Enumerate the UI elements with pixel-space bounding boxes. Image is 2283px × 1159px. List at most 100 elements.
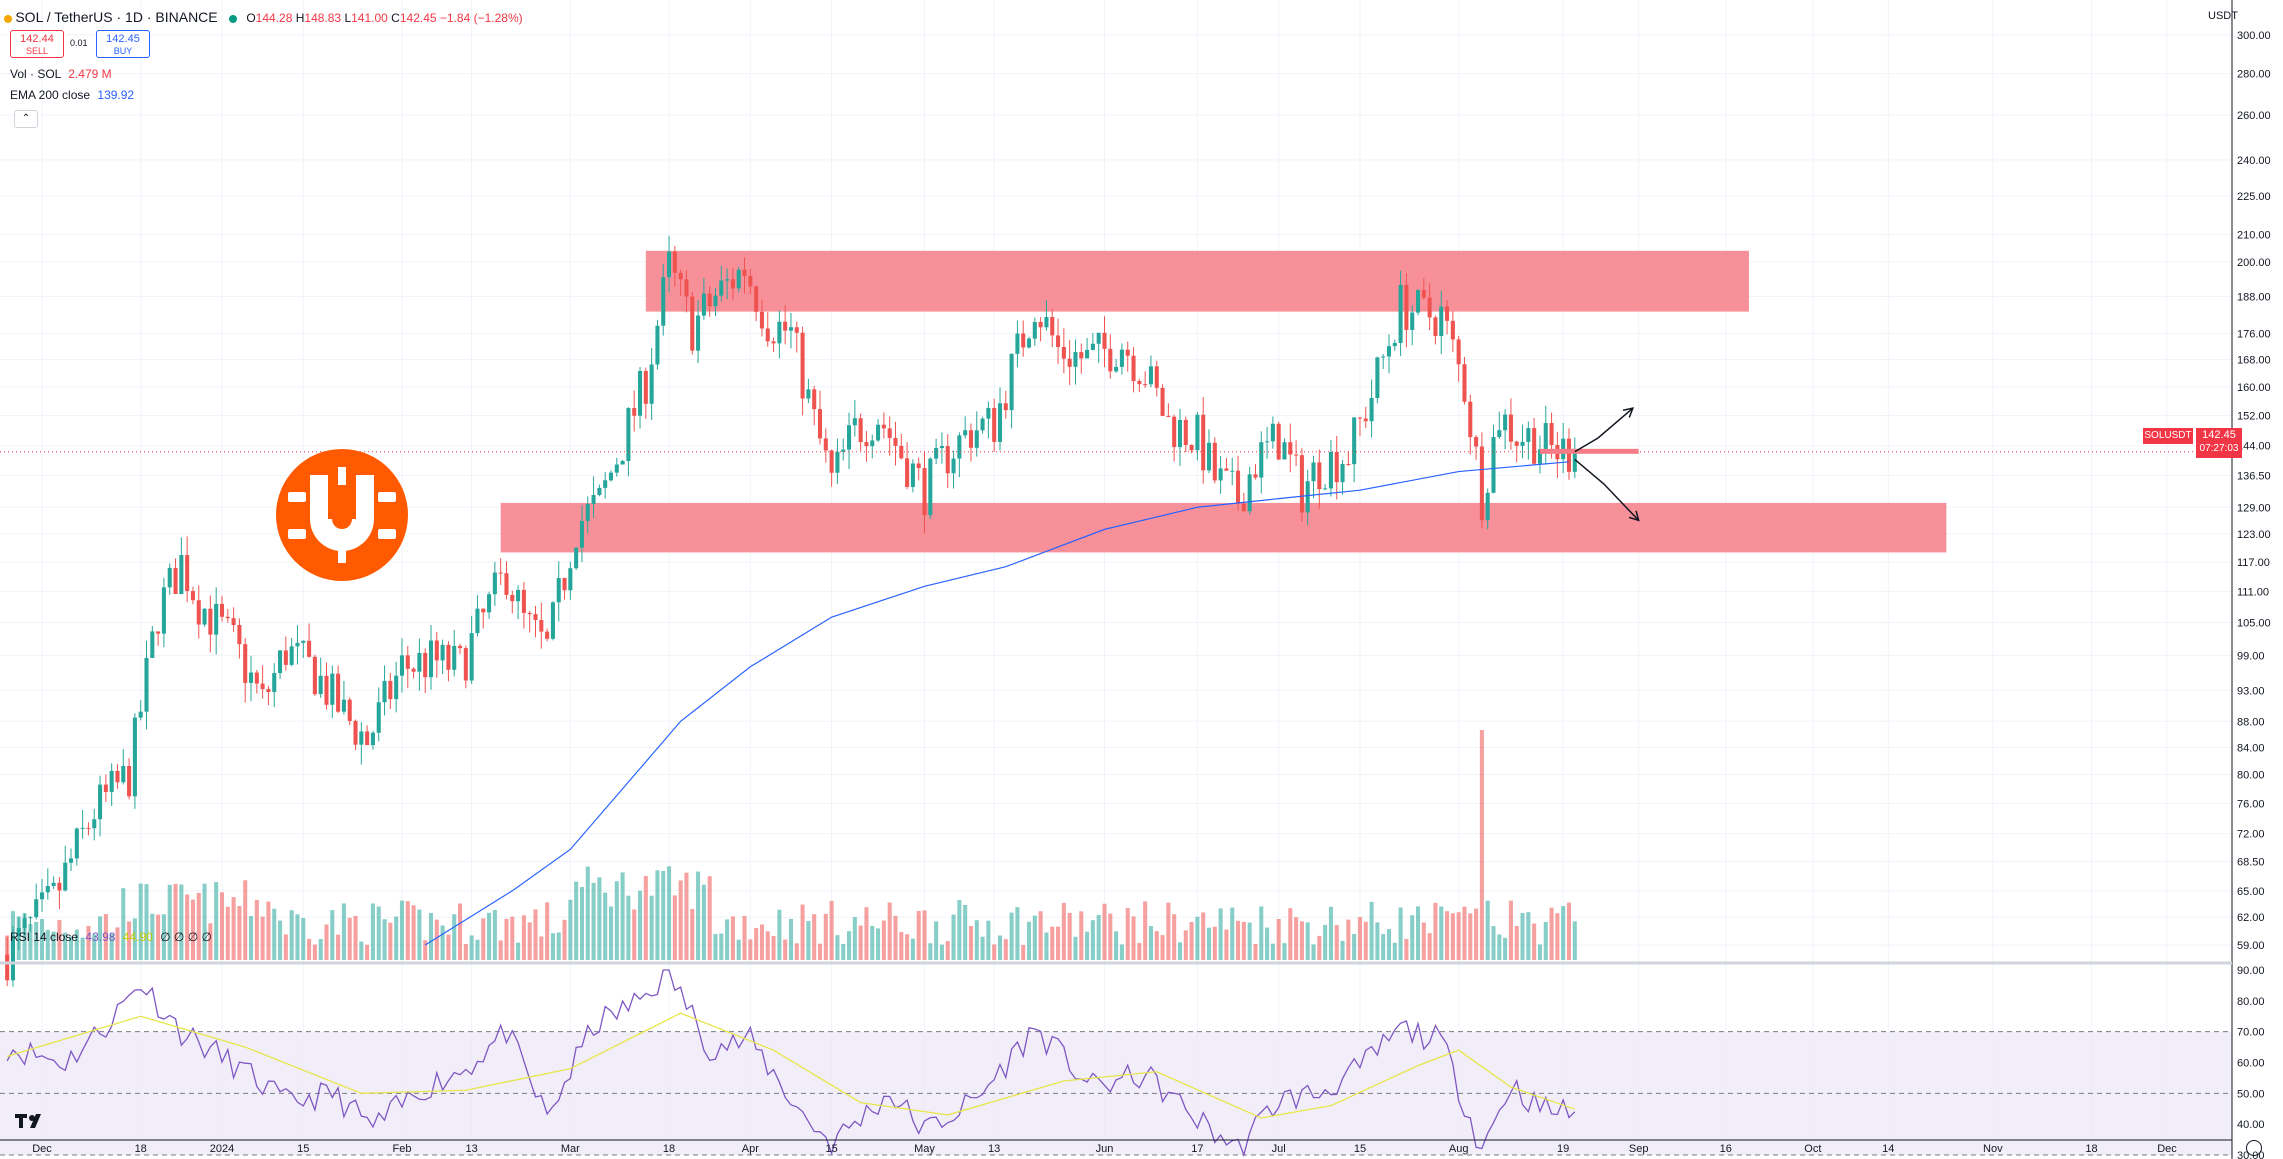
volume-bar [823, 913, 828, 960]
ema-legend[interactable]: EMA 200 close 139.92 [10, 88, 134, 102]
settings-gear-icon[interactable] [2246, 1140, 2262, 1156]
candle-body [1375, 357, 1380, 398]
volume-bar [1503, 937, 1508, 960]
tradingview-logo-icon[interactable] [13, 1112, 43, 1135]
rsi-ma-line [6, 1012, 1576, 1119]
volume-bar [86, 925, 91, 960]
volume-bar [1015, 907, 1020, 960]
candle-body [1253, 474, 1258, 478]
candle-body [121, 765, 126, 783]
candle-body [608, 472, 614, 481]
rsi-legend[interactable]: RSI 14 close 43.98 44.90 ∅ ∅ ∅ ∅ [10, 930, 212, 944]
volume-bar [1549, 907, 1554, 960]
volume-bar [498, 940, 503, 960]
candle-body [887, 428, 892, 438]
candle-body [57, 882, 62, 891]
time-tick-label: Feb [392, 1143, 411, 1155]
volume-bar [980, 936, 985, 960]
volume-bar [916, 910, 921, 960]
candle-body [1404, 284, 1409, 330]
volume-bar [202, 883, 207, 960]
candle-body [156, 631, 161, 634]
time-tick-label: 18 [135, 1143, 147, 1155]
candle-body [347, 699, 352, 721]
volume-bar [34, 921, 39, 960]
volume-bar [533, 909, 538, 960]
candle-body [492, 572, 497, 595]
candle-body [852, 418, 857, 426]
volume-bar [527, 922, 532, 960]
volume-bar [1462, 906, 1467, 960]
volume-bar [608, 906, 614, 960]
candle-body [870, 440, 875, 447]
price-tick-label: 84.00 [2237, 742, 2265, 754]
candle-body [713, 295, 718, 307]
volume-bar [324, 924, 329, 960]
volume-legend[interactable]: Vol · SOL 2.479 M [10, 67, 112, 81]
volume-bar [475, 939, 480, 960]
buy-label: BUY [113, 46, 133, 56]
volume-bar [80, 937, 85, 960]
volume-bar [829, 900, 834, 960]
price-tick-label: 176.00 [2237, 328, 2271, 340]
candle-body [1520, 441, 1525, 446]
chevron-up-icon[interactable]: ⌃ [14, 110, 38, 128]
sell-button[interactable]: 142.44 SELL [10, 30, 64, 58]
volume-bar [22, 913, 27, 960]
volume-bar [643, 876, 648, 960]
sell-price: 142.44 [20, 33, 54, 45]
volume-bar [1537, 944, 1542, 960]
volume-bar [237, 905, 242, 960]
candle-body [881, 424, 886, 429]
candle-body [1381, 356, 1386, 358]
candle-body [1189, 444, 1194, 451]
candle-body [10, 936, 16, 981]
buy-button[interactable]: 142.45 BUY [96, 30, 150, 58]
volume-bar [1265, 927, 1270, 960]
volume-bar [1485, 900, 1490, 960]
volume-bar [341, 903, 346, 960]
volume-bar [469, 935, 474, 960]
candle-body [1241, 503, 1246, 512]
candle-body [5, 954, 10, 981]
volume-bar [887, 902, 892, 960]
buy-price: 142.45 [106, 33, 140, 45]
volume-bar [98, 916, 103, 960]
candle-body [74, 828, 79, 859]
volume-bar [1259, 906, 1264, 960]
support-resistance-zones [500, 250, 1947, 553]
symbol-title[interactable]: SOL / TetherUS · 1D · BINANCE [15, 9, 218, 25]
projection-arrow [1574, 458, 1640, 521]
volume-bar [1276, 919, 1281, 960]
volume-bar [63, 932, 68, 960]
time-tick-label: Oct [1804, 1143, 1821, 1155]
candle-body [667, 251, 672, 278]
volume-bar [1392, 942, 1397, 960]
volume-bar [701, 884, 706, 960]
volume-bar [295, 914, 300, 960]
volume-bar [179, 884, 184, 960]
candle-body [1056, 335, 1061, 347]
candle-body [324, 675, 329, 705]
volume-bar [637, 890, 643, 960]
rsi-tick-label: 40.00 [2237, 1119, 2265, 1131]
candle-body [806, 389, 811, 399]
price-tick-label: 99.00 [2237, 650, 2265, 662]
currency-label[interactable]: USDT [2208, 10, 2238, 22]
volume-bar [1044, 932, 1049, 960]
volume-bar [1282, 943, 1287, 960]
candle-body [1003, 403, 1008, 411]
candle-body [1201, 414, 1206, 471]
time-tick-label: 15 [297, 1143, 309, 1155]
volume-bar [1508, 900, 1513, 960]
candle-body [701, 293, 706, 316]
volume-bar [1566, 902, 1572, 960]
volume-bar [516, 942, 521, 960]
volume-bar [550, 933, 555, 960]
volume-bar [127, 921, 132, 960]
volume-bar [545, 902, 550, 960]
candle-body [86, 827, 91, 829]
candle-body [992, 407, 997, 442]
volume-bar [446, 934, 451, 960]
